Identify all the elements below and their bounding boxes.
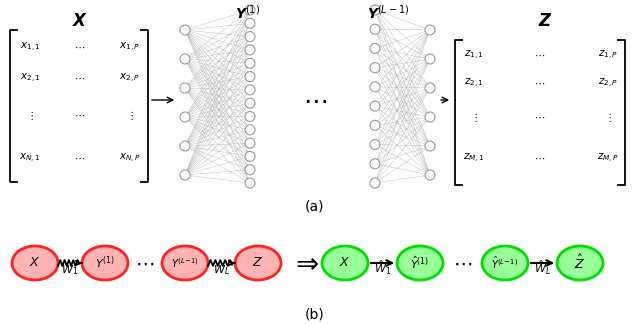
Circle shape (370, 82, 380, 92)
Circle shape (425, 170, 435, 180)
Circle shape (370, 159, 380, 169)
Circle shape (180, 141, 190, 151)
Circle shape (245, 178, 255, 188)
Circle shape (245, 138, 255, 148)
Circle shape (245, 5, 255, 15)
Circle shape (245, 85, 255, 95)
Text: $\cdots$: $\cdots$ (74, 42, 86, 52)
Text: $z_{M,P}$: $z_{M,P}$ (597, 151, 619, 165)
Text: $\hat{W}_1$: $\hat{W}_1$ (374, 259, 391, 277)
Ellipse shape (397, 246, 443, 280)
Circle shape (370, 43, 380, 53)
Text: $W_L$: $W_L$ (213, 263, 230, 277)
Circle shape (180, 54, 190, 64)
Circle shape (180, 170, 190, 180)
Text: $\boldsymbol{Y}^{(L-1)}$: $\boldsymbol{Y}^{(L-1)}$ (367, 4, 409, 22)
Circle shape (245, 72, 255, 82)
Text: $Y^{(1)}$: $Y^{(1)}$ (95, 255, 115, 271)
Text: $Z$: $Z$ (252, 257, 264, 270)
Circle shape (370, 24, 380, 34)
Text: (b): (b) (305, 308, 325, 322)
Circle shape (245, 151, 255, 161)
Text: $\vdots$: $\vdots$ (126, 109, 134, 122)
Text: $X$: $X$ (29, 257, 41, 270)
Text: $x_{1,P}$: $x_{1,P}$ (120, 40, 141, 53)
Text: $\vdots$: $\vdots$ (604, 110, 612, 123)
Circle shape (180, 25, 190, 35)
Text: $\boldsymbol{Y}^{(1)}$: $\boldsymbol{Y}^{(1)}$ (236, 4, 260, 22)
Text: $\cdots$: $\cdots$ (534, 112, 545, 122)
Text: $\cdots$: $\cdots$ (74, 110, 86, 120)
Text: $\hat{Z}$: $\hat{Z}$ (575, 254, 586, 272)
Circle shape (425, 141, 435, 151)
Text: $\vdots$: $\vdots$ (26, 109, 34, 122)
Ellipse shape (12, 246, 58, 280)
Circle shape (425, 25, 435, 35)
Circle shape (370, 101, 380, 111)
Text: $\cdots$: $\cdots$ (453, 253, 472, 272)
Circle shape (425, 112, 435, 122)
Circle shape (245, 32, 255, 41)
Ellipse shape (322, 246, 368, 280)
Text: $Y^{(L\!-\!1)}$: $Y^{(L\!-\!1)}$ (171, 256, 199, 270)
Text: $\hat{Y}^{(L\!-\!1)}$: $\hat{Y}^{(L\!-\!1)}$ (492, 255, 518, 271)
Circle shape (245, 18, 255, 28)
Circle shape (180, 112, 190, 122)
Text: $x_{1,1}$: $x_{1,1}$ (20, 40, 40, 53)
Text: $x_{2,P}$: $x_{2,P}$ (120, 72, 141, 85)
Text: $x_{2,1}$: $x_{2,1}$ (20, 72, 40, 85)
Text: $\cdots$: $\cdots$ (74, 153, 86, 163)
Text: $X$: $X$ (339, 257, 351, 270)
Text: $\cdots$: $\cdots$ (136, 253, 155, 272)
Text: $\cdots$: $\cdots$ (534, 153, 545, 163)
Circle shape (245, 98, 255, 108)
Circle shape (245, 111, 255, 122)
Circle shape (245, 58, 255, 68)
Text: (a): (a) (305, 200, 324, 214)
Circle shape (425, 54, 435, 64)
Circle shape (370, 5, 380, 15)
Text: $\boldsymbol{X}$: $\boldsymbol{X}$ (72, 12, 88, 30)
Circle shape (370, 178, 380, 188)
Text: $\cdots$: $\cdots$ (74, 73, 86, 83)
Ellipse shape (557, 246, 603, 280)
Ellipse shape (82, 246, 128, 280)
Ellipse shape (162, 246, 208, 280)
Text: $z_{1,1}$: $z_{1,1}$ (464, 49, 484, 62)
Text: $\hat{Y}^{(1)}$: $\hat{Y}^{(1)}$ (410, 255, 429, 271)
Text: $\hat{W}_L$: $\hat{W}_L$ (534, 259, 551, 277)
Text: $z_{2,P}$: $z_{2,P}$ (598, 76, 618, 89)
Text: $\vdots$: $\vdots$ (470, 110, 478, 123)
Text: $x_{N,P}$: $x_{N,P}$ (119, 151, 141, 165)
Text: $\cdots$: $\cdots$ (534, 50, 545, 60)
Circle shape (245, 165, 255, 175)
Circle shape (245, 45, 255, 55)
Circle shape (180, 83, 190, 93)
Text: $\cdots$: $\cdots$ (303, 88, 327, 112)
Circle shape (370, 140, 380, 150)
Circle shape (370, 120, 380, 130)
Text: $z_{M,1}$: $z_{M,1}$ (463, 151, 484, 165)
Text: $x_{N,1}$: $x_{N,1}$ (19, 151, 41, 165)
Text: $\cdots$: $\cdots$ (534, 78, 545, 88)
Text: $\boldsymbol{Z}$: $\boldsymbol{Z}$ (538, 12, 552, 30)
Text: $z_{1,P}$: $z_{1,P}$ (598, 49, 618, 62)
Ellipse shape (235, 246, 281, 280)
Circle shape (370, 63, 380, 73)
Text: $z_{2,1}$: $z_{2,1}$ (464, 76, 484, 89)
Text: $\Rightarrow$: $\Rightarrow$ (291, 249, 319, 277)
Circle shape (425, 83, 435, 93)
Text: $W_1$: $W_1$ (61, 263, 79, 277)
Ellipse shape (482, 246, 528, 280)
Circle shape (245, 125, 255, 135)
